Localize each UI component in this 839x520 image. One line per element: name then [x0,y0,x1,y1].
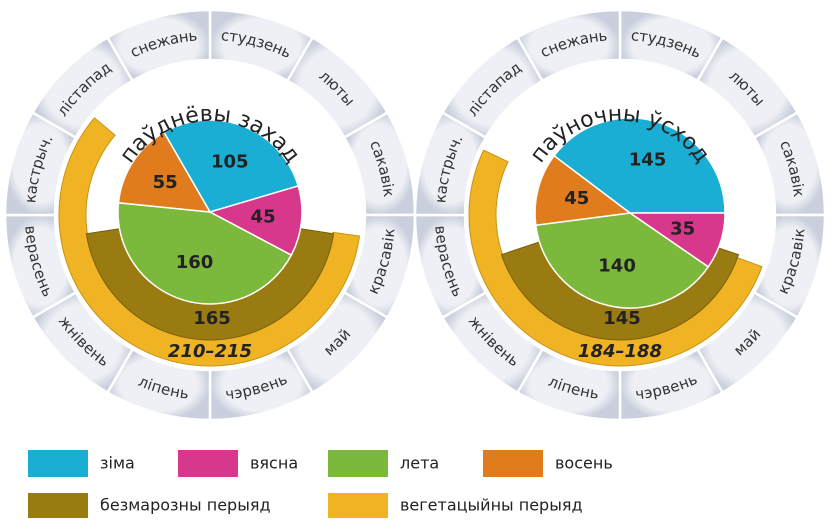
legend-label: вегетацыйны перыяд [400,496,583,515]
pie-value-label: 105 [211,151,249,172]
pie-value-label: 45 [251,206,276,227]
legend-swatch [328,450,388,477]
pie-value-label: 55 [153,172,178,193]
pie-slice [117,131,212,213]
pie-value-label: 145 [629,150,667,171]
pie-slice [208,185,303,257]
legend-label: лета [400,454,439,473]
frost-free-label: 165 [193,308,231,329]
pie-slice [117,201,293,305]
legend-label: вясна [250,454,298,473]
vegetation-label: 210–215 [168,341,252,362]
legend-swatch [328,493,388,518]
pie-slice [534,212,710,309]
pie-value-label: 35 [670,218,695,239]
vegetation-label: 184–188 [578,341,662,362]
legend-label: безмарозны перыяд [100,496,271,515]
legend-label: зіма [100,454,135,473]
pie-chart: студзеньлютысакавіккрасавікмайчэрвеньліп… [3,8,417,422]
pie-slice [553,117,726,214]
legend-swatch [178,450,238,477]
frost-free-label: 145 [603,308,641,329]
legend-swatch [28,450,88,477]
pie-value-label: 45 [564,188,589,209]
month-segment [515,8,622,83]
pie-chart: студзеньлютысакавіккрасавікмайчэрвеньліп… [413,8,827,422]
legend-swatch [483,450,543,477]
pie-slice [534,154,632,227]
pie-value-label: 140 [598,256,636,277]
legend-label: восень [555,454,613,473]
month-segment [105,8,212,83]
legend-swatch [28,493,88,518]
pie-value-label: 160 [176,252,214,273]
